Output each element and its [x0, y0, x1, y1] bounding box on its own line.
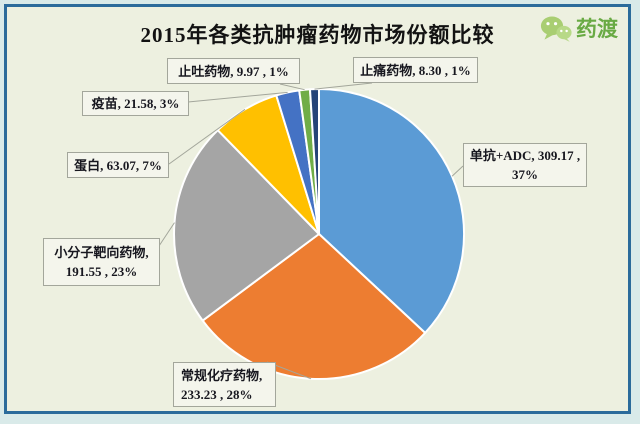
leader-line-antiemetic [279, 83, 305, 91]
chart-title: 2015年各类抗肿瘤药物市场份额比较 [140, 23, 495, 47]
label-protein: 蛋白, 63.07, 7% [67, 152, 169, 178]
label-text: 止痛药物, 8.30 , 1% [360, 62, 471, 78]
label-text: 蛋白, 63.07, 7% [74, 157, 162, 173]
label-vaccine: 疫苗, 21.58, 3% [82, 91, 189, 116]
label-text: 191.55 , 23% [65, 264, 138, 279]
label-text: 37% [512, 167, 538, 182]
label-small-molecule: 小分子靶向药物, 191.55 , 23% [43, 238, 160, 286]
label-text: 小分子靶向药物, [54, 245, 149, 260]
leader-line-protein [168, 108, 246, 165]
label-text: 常规化疗药物, [181, 367, 263, 383]
leader-line-vaccine [187, 91, 288, 103]
leader-line-mab-adc [451, 165, 464, 177]
label-analgesic: 止痛药物, 8.30 , 1% [353, 57, 478, 83]
brand-name: 药渡 [576, 17, 618, 41]
pie-slice-small-molecule [173, 129, 320, 322]
label-antiemetic: 止吐药物, 9.97 , 1% [167, 58, 300, 84]
brand-logo: 药渡 [540, 14, 618, 44]
label-text: 单抗+ADC, 309.17 , [469, 148, 581, 163]
wechat-icon [540, 15, 572, 43]
leader-line-analgesic [314, 82, 373, 90]
label-text: 疫苗, 21.58, 3% [91, 96, 180, 111]
label-text: 止吐药物, 9.97 , 1% [178, 63, 289, 79]
label-text: 233.23 , 28% [181, 386, 253, 402]
pie-slice-chemo [201, 233, 427, 381]
label-chemo: 常规化疗药物, 233.23 , 28% [173, 362, 276, 407]
leader-line-small-molecule [158, 222, 175, 247]
label-mab-adc: 单抗+ADC, 309.17 , 37% [463, 143, 587, 187]
